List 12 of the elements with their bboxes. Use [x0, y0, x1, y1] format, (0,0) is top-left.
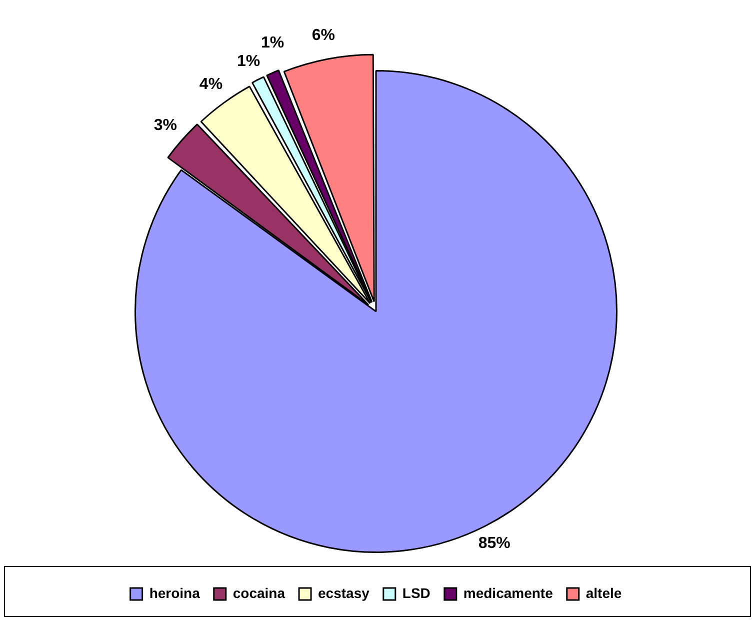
- legend-label: LSD: [402, 584, 430, 601]
- data-label: 1%: [236, 52, 260, 70]
- data-label: 3%: [154, 117, 177, 134]
- legend-label: cocaina: [232, 584, 286, 601]
- data-label: 1%: [260, 34, 284, 52]
- legend-label: ecstasy: [318, 584, 370, 601]
- legend-label: medicamente: [463, 584, 554, 601]
- legend-label: altele: [586, 584, 622, 601]
- data-label: 85%: [478, 535, 510, 552]
- data-label: 4%: [199, 76, 223, 93]
- data-label: 6%: [312, 27, 335, 44]
- legend-label: heroina: [149, 584, 200, 601]
